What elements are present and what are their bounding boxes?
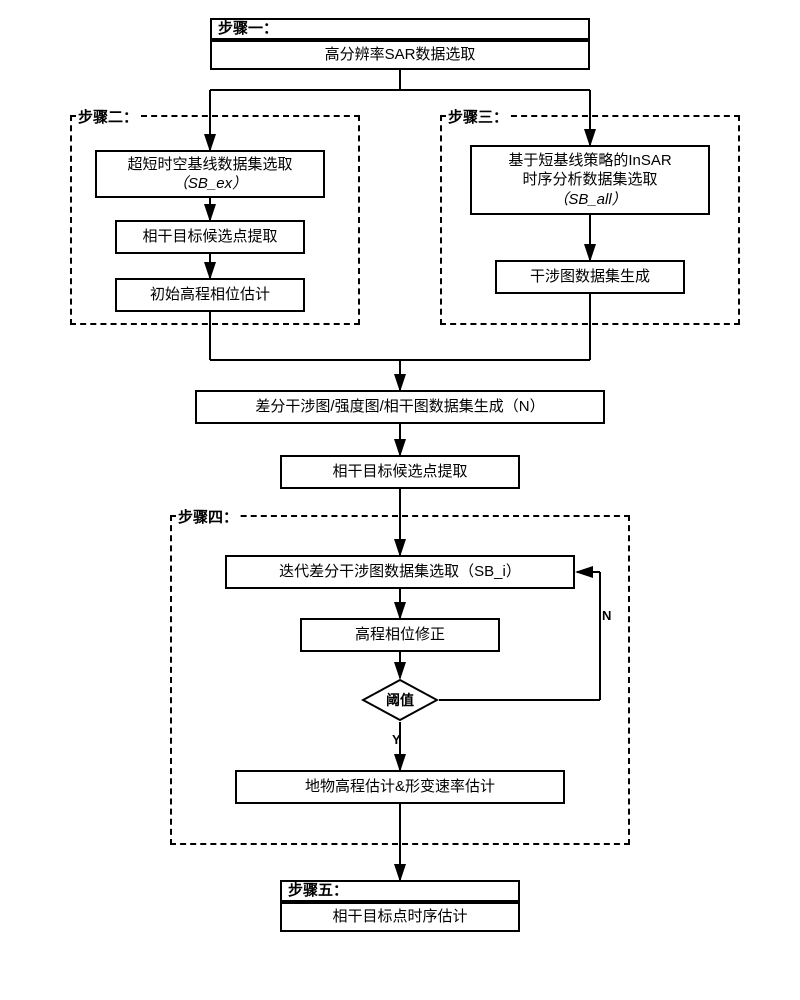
step5-box: 相干目标点时序估计: [280, 902, 520, 932]
step3-box1: 基于短基线策略的InSAR 时序分析数据集选取 （SB_all）: [470, 145, 710, 215]
step3-box1-l2: 时序分析数据集选取: [522, 170, 657, 190]
step3-box1-l1: 基于短基线策略的InSAR: [508, 151, 671, 171]
step2-box3: 初始高程相位估计: [115, 278, 305, 312]
step2-label: 步骤二：: [76, 106, 140, 127]
step5-label: 步骤五：: [280, 880, 520, 902]
mid2-box: 相干目标候选点提取: [280, 455, 520, 489]
step2-box2: 相干目标候选点提取: [115, 220, 305, 254]
no-label: N: [602, 608, 611, 623]
step1-label: 步骤一：: [210, 18, 590, 40]
diamond-text: 阈值: [386, 690, 414, 710]
step2-box1-l1: 超短时空基线数据集选取: [127, 155, 292, 175]
step3-label: 步骤三：: [446, 106, 510, 127]
yes-label: Y: [392, 732, 401, 747]
threshold-diamond: 阈值: [361, 678, 439, 722]
step2-box1: 超短时空基线数据集选取 （SB_ex）: [95, 150, 325, 198]
step1-box: 高分辨率SAR数据选取: [210, 40, 590, 70]
step2-box1-l2: （SB_ex）: [173, 174, 247, 194]
step4-box2: 高程相位修正: [300, 618, 500, 652]
step4-box1: 迭代差分干涉图数据集选取（SB_i）: [225, 555, 575, 589]
step4-label: 步骤四：: [176, 506, 240, 527]
step4-box3: 地物高程估计&形变速率估计: [235, 770, 565, 804]
step3-box1-l3: （SB_all）: [553, 190, 626, 210]
step3-box2: 干涉图数据集生成: [495, 260, 685, 294]
mid1-box: 差分干涉图/强度图/相干图数据集生成（N）: [195, 390, 605, 424]
